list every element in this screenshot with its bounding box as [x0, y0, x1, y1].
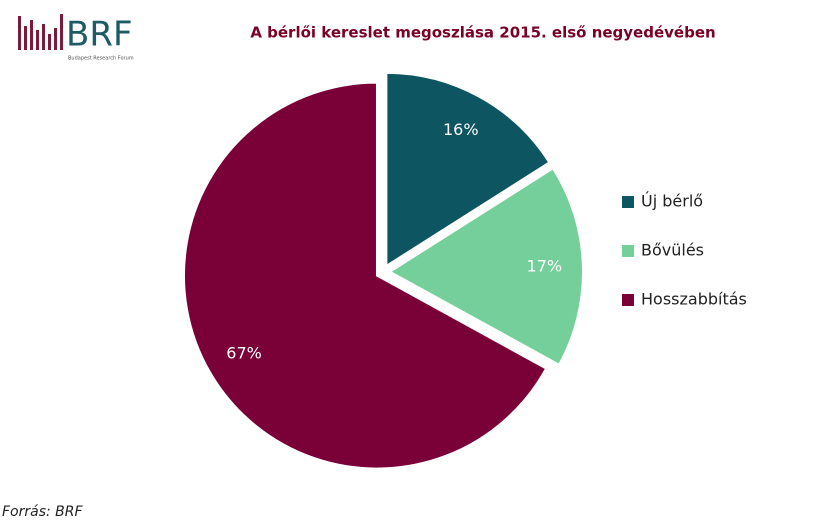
- data-label: 67%: [226, 344, 262, 363]
- legend-label: Bővülés: [641, 241, 704, 260]
- source: Forrás: BRF: [2, 504, 84, 520]
- legend-label: Új bérlő: [641, 192, 703, 211]
- pie-slice: [385, 71, 551, 268]
- legend-swatch: [622, 245, 634, 257]
- pie-slice: [388, 166, 584, 367]
- legend-swatch: [622, 294, 634, 306]
- data-label: 16%: [443, 120, 479, 139]
- legend-swatch: [622, 196, 634, 208]
- logo-subtitle: Budapest Research Forum: [68, 56, 134, 62]
- legend-label: Hosszabbítás: [641, 290, 747, 309]
- pie-slice: [183, 81, 548, 470]
- logo-text: BRF: [66, 15, 133, 55]
- data-label: 17%: [527, 256, 563, 275]
- chart-title: A bérlői kereslet megoszlása 2015. első …: [250, 24, 715, 42]
- logo-bars: [18, 14, 63, 50]
